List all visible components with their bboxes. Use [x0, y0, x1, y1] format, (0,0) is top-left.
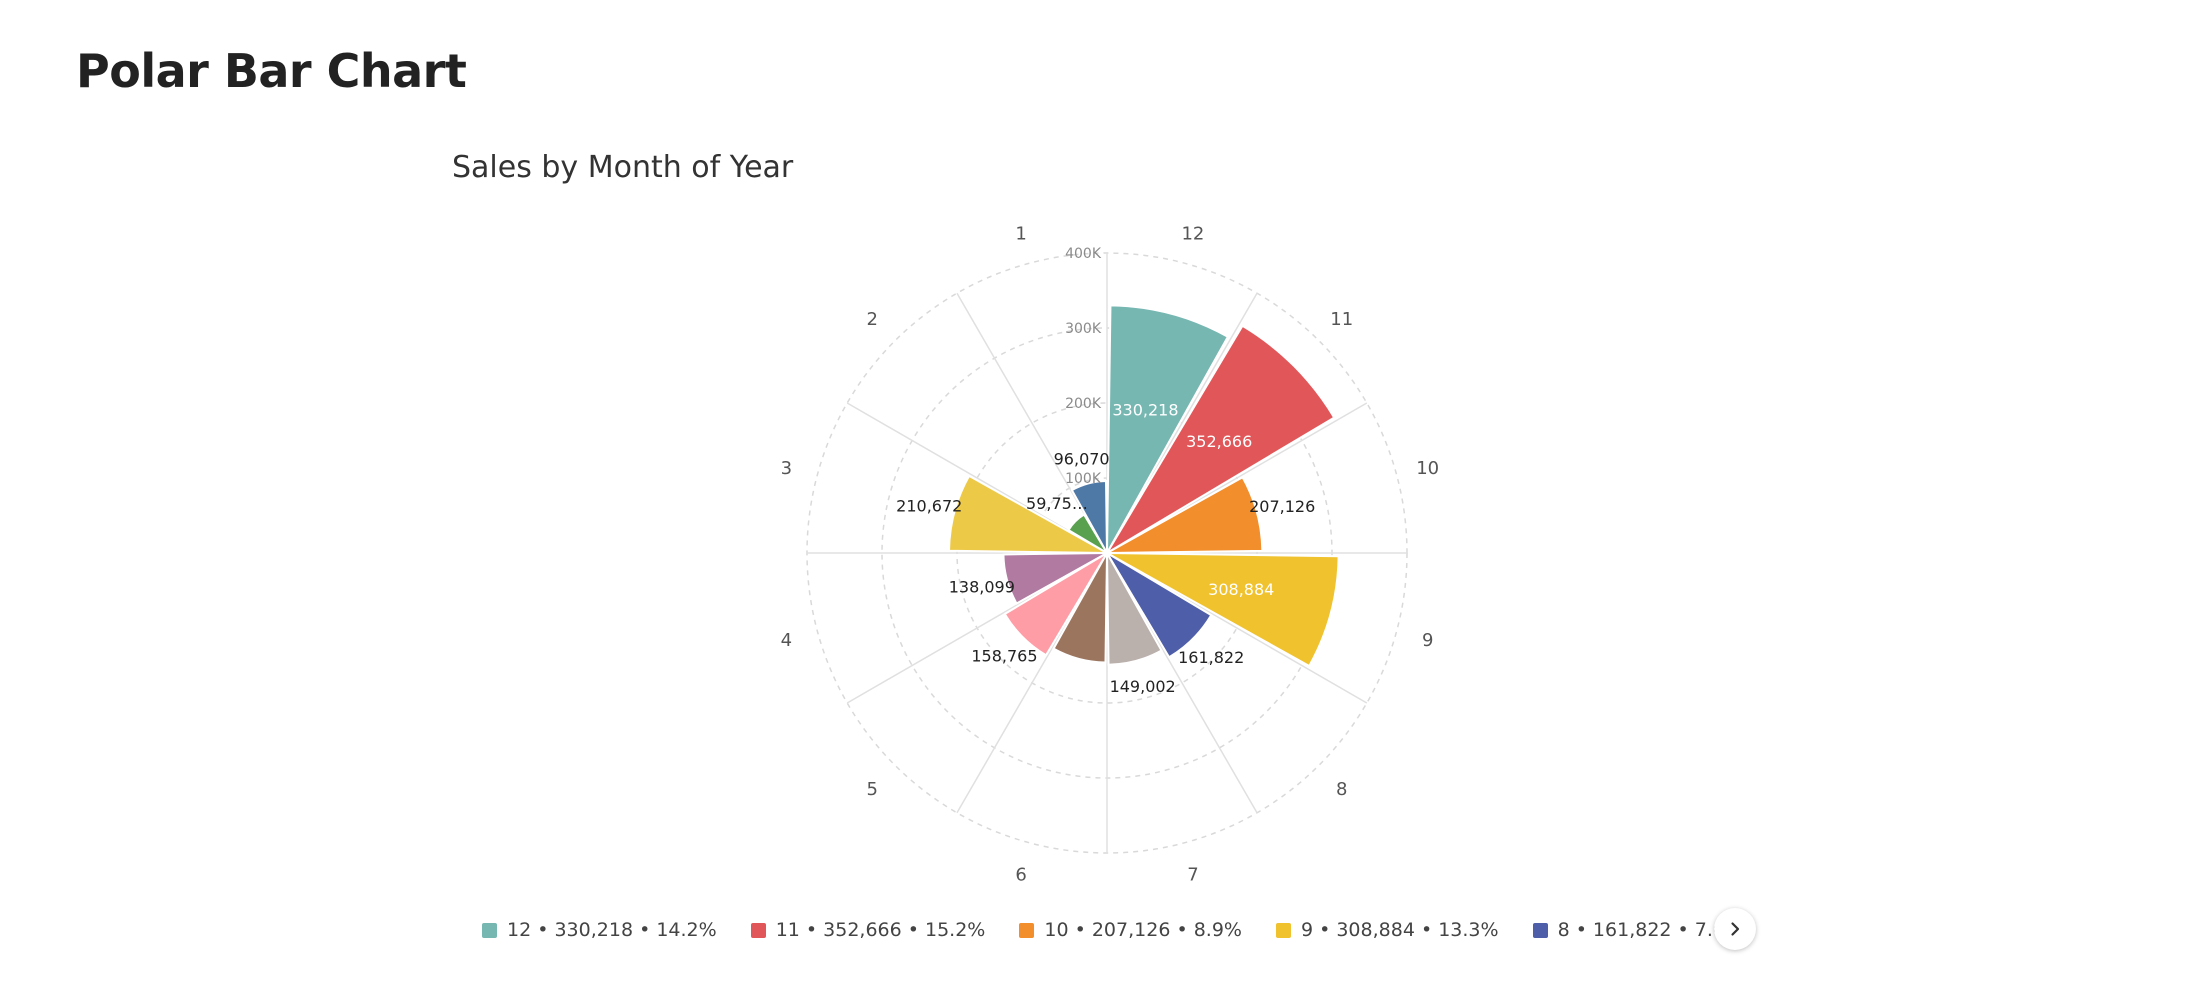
bar-month-12[interactable] — [1106, 304, 1230, 554]
legend-item[interactable]: 9 • 308,884 • 13.3% — [1275, 908, 1499, 952]
angular-label: 12 — [1181, 223, 1204, 244]
angular-label: 5 — [867, 779, 878, 800]
angular-label: 8 — [1336, 779, 1347, 800]
legend-item[interactable]: 8 • 161,822 • 7.0% — [1532, 908, 1718, 952]
bar-month-1[interactable] — [1070, 479, 1108, 554]
angular-label: 9 — [1422, 630, 1433, 651]
angular-label: 10 — [1416, 458, 1439, 479]
legend-swatch — [1275, 922, 1291, 938]
chart-labels: 100K 200K 300K 400K 12 11 10 9 8 7 6 5 4 3 2 1 330,218 35… — [781, 223, 1440, 885]
bar-month-6[interactable] — [1052, 552, 1108, 664]
data-label-month-1: 96,070 — [1054, 449, 1110, 468]
data-label-month-3: 210,672 — [896, 496, 962, 515]
chart-title: Sales by Month of Year — [452, 150, 794, 185]
legend-label: 11 • 352,666 • 15.2% — [775, 919, 986, 941]
legend-label: 8 • 161,822 • 7.0% — [1557, 919, 1718, 941]
bar-month-4[interactable] — [1002, 552, 1108, 605]
data-label-month-4: 138,099 — [949, 578, 1015, 597]
legend-item[interactable]: 10 • 207,126 • 8.9% — [1019, 908, 1242, 952]
legend-label: 9 • 308,884 • 13.3% — [1300, 919, 1499, 941]
angular-label: 2 — [867, 309, 878, 330]
bar-month-10[interactable] — [1106, 475, 1264, 554]
bar-month-9[interactable] — [1106, 552, 1340, 668]
data-label-month-8: 161,822 — [1178, 648, 1244, 667]
legend-label: 10 • 207,126 • 8.9% — [1044, 919, 1242, 941]
bar-month-2[interactable] — [1067, 513, 1108, 554]
radial-tick-label: 100K — [1065, 471, 1102, 487]
page-title: Polar Bar Chart — [76, 44, 467, 98]
chart-bars — [947, 304, 1340, 668]
polar-bar-chart: 100K 200K 300K 400K 12 11 10 9 8 7 6 5 4 3 2 1 330,218 35… — [781, 223, 1440, 885]
legend-next-button[interactable] — [1714, 908, 1756, 950]
radial-tick-label: 300K — [1065, 321, 1102, 337]
data-label-month-11: 352,666 — [1186, 432, 1252, 451]
radial-tick-label: 200K — [1065, 396, 1102, 412]
legend-item[interactable]: 11 • 352,666 • 15.2% — [750, 908, 986, 952]
angular-label: 4 — [781, 630, 792, 651]
data-label-month-2: 59,75… — [1026, 494, 1088, 513]
data-label-month-7: 149,002 — [1110, 677, 1176, 696]
legend-swatch — [1532, 922, 1548, 938]
bar-month-5[interactable] — [1003, 552, 1108, 657]
bar-month-7[interactable] — [1106, 552, 1163, 666]
angular-label: 7 — [1187, 865, 1198, 886]
data-label-month-12: 330,218 — [1112, 400, 1178, 419]
bar-month-11[interactable] — [1106, 324, 1336, 554]
legend: 12 • 330,218 • 14.2% 11 • 352,666 • 15.2%… — [482, 908, 1718, 952]
radial-tick-label: 400K — [1065, 246, 1102, 262]
bar-month-3[interactable] — [947, 474, 1108, 554]
angular-label: 11 — [1330, 309, 1353, 330]
legend-swatch — [750, 922, 766, 938]
angular-label: 3 — [781, 458, 792, 479]
data-label-month-10: 207,126 — [1249, 497, 1315, 516]
data-label-month-9: 308,884 — [1208, 580, 1274, 599]
legend-label: 12 • 330,218 • 14.2% — [507, 919, 717, 941]
data-label-month-5: 158,765 — [971, 647, 1037, 666]
chevron-right-icon — [1731, 922, 1740, 936]
angular-label: 1 — [1015, 223, 1026, 244]
legend-swatch — [1019, 922, 1035, 938]
legend-item[interactable]: 12 • 330,218 • 14.2% — [482, 908, 717, 952]
angular-label: 6 — [1015, 865, 1026, 886]
bar-month-8[interactable] — [1106, 552, 1213, 659]
legend-swatch — [482, 922, 497, 938]
